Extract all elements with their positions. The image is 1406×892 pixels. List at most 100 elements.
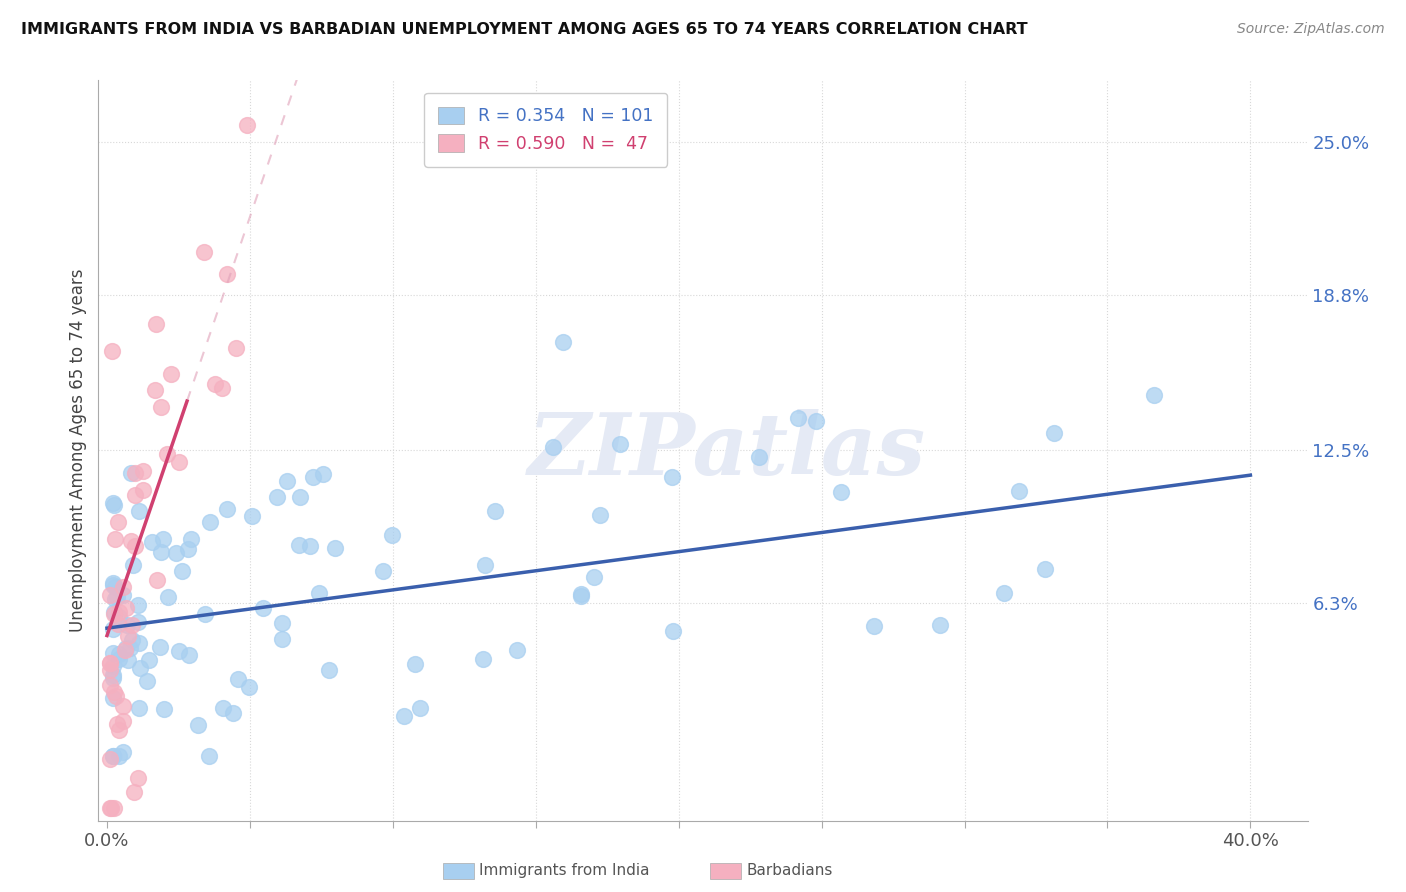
Point — [217, 502, 239, 516]
Point — [98, 589, 121, 603]
Text: ZIPatlas: ZIPatlas — [529, 409, 927, 492]
Point — [103, 801, 125, 815]
Point — [141, 534, 163, 549]
Point — [222, 706, 245, 721]
Point — [128, 503, 150, 517]
Point — [101, 658, 124, 673]
Point — [128, 636, 150, 650]
Point — [101, 622, 124, 636]
Point — [120, 640, 142, 655]
Point — [105, 689, 128, 703]
Point — [404, 657, 426, 671]
Point — [236, 119, 259, 133]
Point — [101, 672, 124, 686]
Point — [165, 546, 187, 560]
Point — [101, 668, 124, 682]
Point — [98, 657, 121, 671]
Point — [993, 586, 1015, 600]
Text: Barbadians: Barbadians — [747, 863, 832, 878]
Point — [588, 508, 610, 523]
Point — [117, 653, 139, 667]
Point — [112, 745, 135, 759]
Point — [506, 643, 529, 657]
Point — [101, 344, 124, 359]
Point — [104, 592, 127, 607]
Point — [238, 681, 260, 695]
Point — [484, 504, 506, 518]
Point — [107, 617, 129, 632]
Point — [187, 717, 209, 731]
Text: IMMIGRANTS FROM INDIA VS BARBADIAN UNEMPLOYMENT AMONG AGES 65 TO 74 YEARS CORREL: IMMIGRANTS FROM INDIA VS BARBADIAN UNEMP… — [21, 22, 1028, 37]
Point — [124, 785, 146, 799]
Point — [156, 446, 179, 460]
Point — [270, 632, 292, 647]
Point — [108, 610, 131, 624]
Point — [111, 580, 134, 594]
Point — [373, 564, 395, 578]
Point — [266, 490, 288, 504]
Point — [100, 801, 122, 815]
Point — [98, 752, 121, 766]
Point — [167, 455, 190, 469]
Point — [662, 624, 685, 638]
Point — [115, 618, 138, 632]
Point — [149, 545, 172, 559]
Point — [211, 701, 233, 715]
Point — [748, 450, 770, 465]
Point — [308, 586, 330, 600]
Point — [152, 702, 174, 716]
Point — [240, 508, 263, 523]
Point — [288, 490, 311, 504]
Point — [474, 558, 496, 572]
Point — [101, 646, 124, 660]
Point — [98, 678, 121, 692]
Point — [661, 470, 683, 484]
Point — [471, 652, 494, 666]
Point — [928, 617, 950, 632]
Point — [582, 570, 605, 584]
Point — [104, 580, 127, 594]
Point — [276, 474, 298, 488]
Point — [145, 317, 167, 331]
Point — [569, 586, 592, 600]
Point — [132, 483, 155, 498]
Point — [138, 653, 160, 667]
Point — [121, 558, 143, 572]
Point — [103, 499, 125, 513]
Point — [101, 749, 124, 764]
Point — [541, 440, 564, 454]
Point — [170, 564, 193, 578]
Point — [194, 607, 217, 622]
Point — [103, 605, 125, 619]
Point — [121, 632, 143, 647]
Point — [149, 640, 172, 654]
Point — [101, 749, 124, 764]
Point — [101, 578, 124, 592]
Point — [270, 615, 292, 630]
Point — [98, 657, 121, 671]
Point — [120, 467, 142, 481]
Point — [121, 534, 143, 549]
Point — [98, 663, 121, 677]
Point — [98, 801, 121, 815]
Point — [609, 437, 631, 451]
Point — [160, 367, 183, 381]
Point — [108, 647, 131, 661]
Point — [299, 539, 322, 553]
Point — [200, 515, 222, 529]
Point — [108, 605, 131, 619]
Point — [124, 466, 146, 480]
Point — [392, 709, 415, 723]
Point — [143, 384, 166, 398]
Point — [108, 749, 131, 764]
Point — [127, 772, 149, 786]
Point — [101, 690, 124, 705]
Point — [103, 495, 125, 509]
Point — [107, 515, 129, 529]
Point — [103, 685, 125, 699]
Point — [101, 575, 124, 590]
Point — [228, 673, 250, 687]
Point — [115, 601, 138, 615]
Legend: R = 0.354   N = 101, R = 0.590   N =  47: R = 0.354 N = 101, R = 0.590 N = 47 — [425, 93, 668, 167]
Point — [177, 542, 200, 557]
